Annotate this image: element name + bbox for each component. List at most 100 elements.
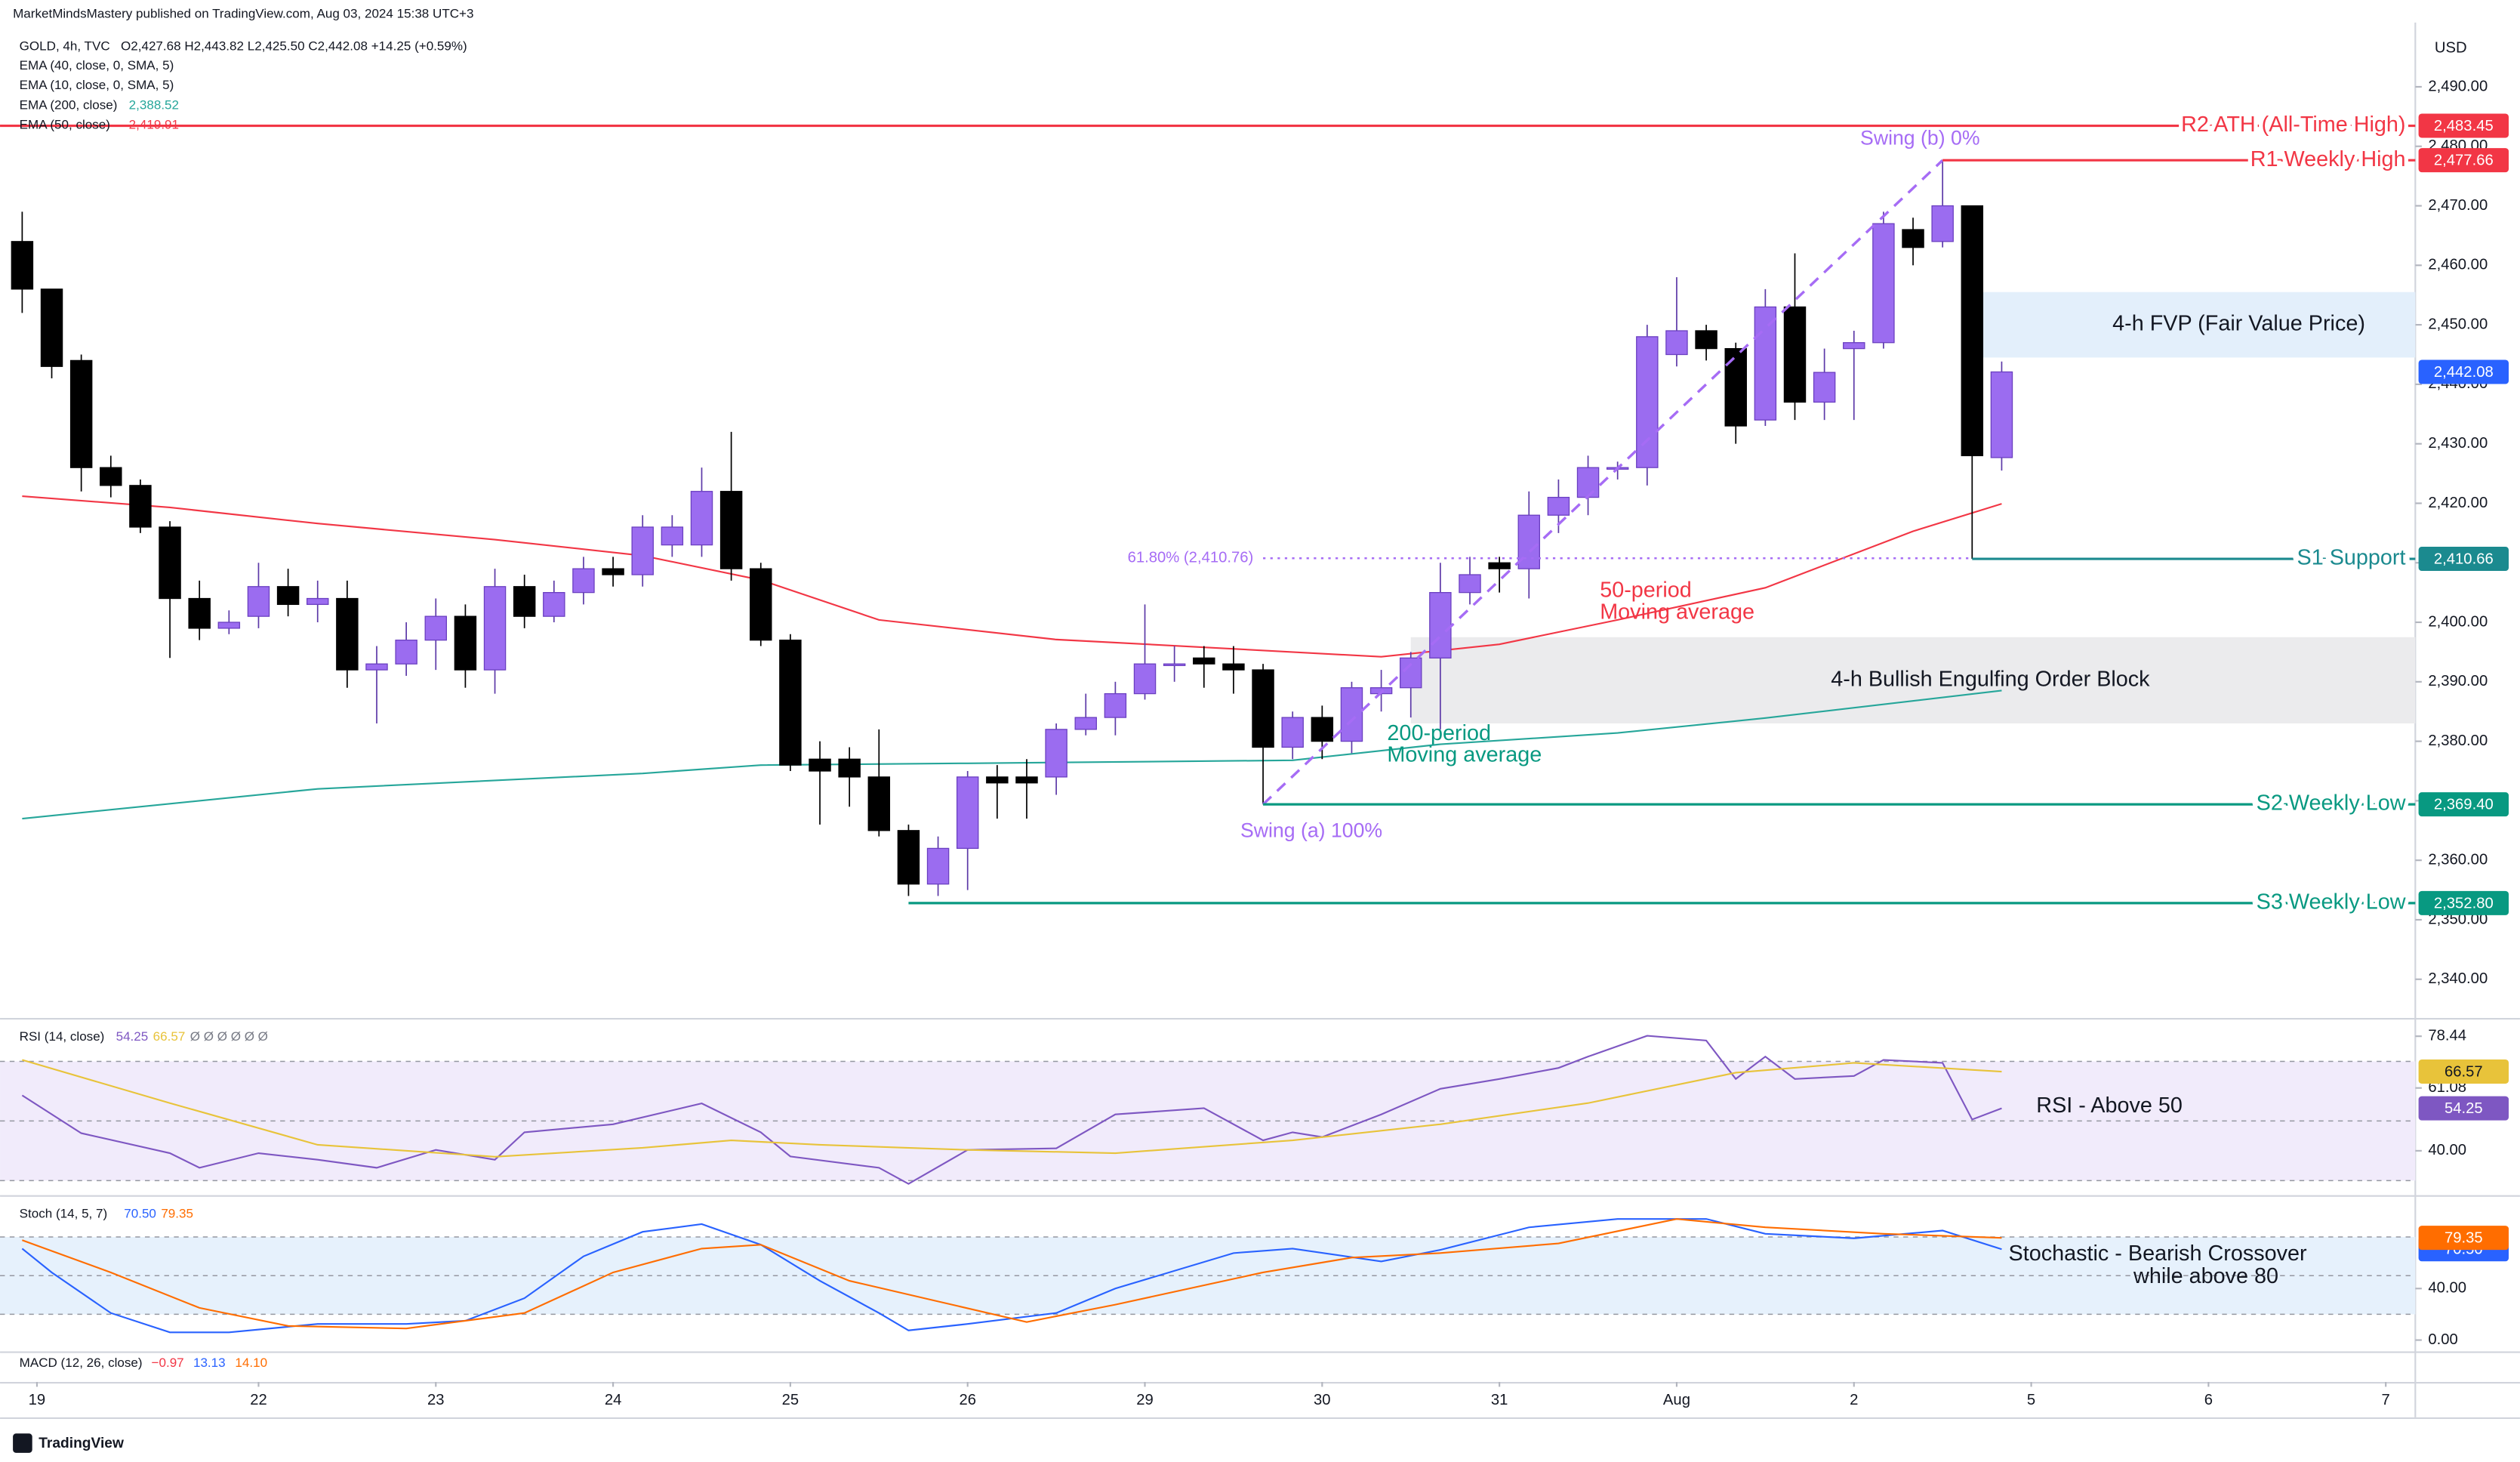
candle-body (424, 615, 448, 641)
legend-indicator: EMA (40, close, 0, SMA, 5) (20, 58, 174, 72)
zone-label: 4-h FVP (Fair Value Price) (2112, 312, 2365, 336)
candle-body (1340, 687, 1363, 742)
candle-body (1133, 663, 1157, 695)
pane-note: Stochastic - Bearish Crossover (2009, 1241, 2307, 1266)
fib-trend (1262, 159, 1944, 806)
x-tick-label: 25 (782, 1392, 799, 1408)
candle-body (217, 622, 241, 629)
candle-body (1695, 330, 1717, 350)
y-tick-label: 2,360.00 (2428, 852, 2488, 868)
price-tag (2418, 359, 2509, 384)
x-tick-label: 22 (250, 1392, 267, 1408)
indicator-line (22, 689, 2002, 820)
candle-body (1636, 336, 1659, 468)
candle-body (838, 758, 861, 778)
price-tag-label: 79.35 (2445, 1230, 2483, 1247)
candle-body (1015, 776, 1038, 784)
level-label: S3 Weekly Low (2257, 890, 2406, 915)
candle-body (247, 586, 270, 617)
x-tick-label: 5 (2027, 1392, 2035, 1408)
candle-body (1665, 330, 1688, 356)
candle-body (513, 586, 536, 617)
candle-body (1724, 347, 1747, 427)
candle-body (897, 830, 920, 885)
price-tag-label: 2,483.45 (2434, 118, 2494, 134)
pane-value: −0.97 (152, 1356, 184, 1370)
price-tag-label: 2,369.40 (2434, 797, 2494, 813)
candle-body (602, 568, 624, 575)
fib-label: Swing (a) 100% (1240, 819, 1382, 841)
y-tick-label: 0.00 (2428, 1331, 2457, 1348)
level-label: S1 Support (2297, 546, 2406, 570)
indicator-line (21, 1035, 2002, 1185)
candle-body (1783, 306, 1807, 403)
price-tag (2418, 113, 2509, 138)
candle-body (1074, 717, 1097, 730)
pane-title: Stoch (14, 5, 7) (20, 1207, 108, 1221)
price-tag (2418, 1226, 2509, 1251)
y-tick-label: 2,400.00 (2428, 613, 2488, 630)
indicator-line (22, 495, 2002, 658)
level-label: R2 ATH (All-Time High) (2181, 113, 2405, 137)
candle-body (11, 241, 34, 290)
price-tag-label: 2,352.80 (2434, 895, 2494, 911)
x-tick-label: 2 (1850, 1392, 1858, 1408)
candle-body (661, 526, 684, 546)
y-tick-label: 78.44 (2428, 1028, 2466, 1044)
price-tag (2418, 148, 2509, 173)
price-tag-label: 2,477.66 (2434, 153, 2494, 169)
price-tag-label: 54.25 (2445, 1100, 2483, 1117)
candle-body (483, 586, 507, 671)
candle-body (454, 615, 477, 671)
candle-body (1990, 371, 2013, 458)
candle-body (572, 568, 595, 594)
candle-body (1400, 657, 1422, 689)
candle-body (719, 491, 743, 569)
x-tick-label: 31 (1491, 1392, 1508, 1408)
candle-body (543, 592, 565, 617)
indicator-line (21, 1218, 2002, 1334)
legend-value: 2,419.91 (129, 118, 179, 132)
y-tick-label: 40.00 (2428, 1280, 2466, 1297)
candle-body (129, 485, 152, 528)
price-tag (2418, 890, 2509, 915)
annotation: 50-period (1600, 578, 1692, 603)
x-tick-label: Aug (1663, 1392, 1690, 1408)
x-tick-label: 29 (1136, 1392, 1154, 1408)
zone (1410, 637, 2416, 723)
price-unit: USD (2435, 39, 2467, 56)
candle-body (631, 526, 654, 575)
pane-note: RSI - Above 50 (2036, 1093, 2183, 1118)
y-tick-label: 2,490.00 (2428, 78, 2488, 94)
candle-body (365, 663, 388, 671)
candle-body (1045, 729, 1067, 778)
y-tick-label: 2,390.00 (2428, 673, 2488, 689)
annotation: Moving average (1600, 600, 1754, 624)
x-tick-label: 24 (605, 1392, 622, 1408)
indicator-line (22, 1218, 2002, 1330)
x-tick-label: 7 (2382, 1392, 2390, 1408)
candle-body (1931, 205, 1954, 242)
price-tag (2418, 547, 2509, 572)
legend-series: EMA (200, close) (20, 97, 118, 112)
y-tick-label: 2,430.00 (2428, 435, 2488, 452)
candle-body (395, 640, 417, 665)
candle-body (690, 491, 713, 546)
zone (1972, 291, 2416, 358)
price-tag-label: 2,410.66 (2434, 551, 2494, 567)
x-tick-label: 26 (959, 1392, 976, 1408)
candle-body (1429, 592, 1452, 659)
candle-body (1193, 657, 1215, 665)
legend-series: EMA (50, close) (20, 118, 110, 132)
zone-label: 4-h Bullish Engulfing Order Block (1831, 667, 2150, 691)
candle-body (159, 526, 181, 600)
candle-body (1459, 574, 1481, 594)
candle-body (1281, 717, 1304, 748)
candle-body (276, 586, 300, 606)
brand: TradingView (39, 1436, 124, 1451)
price-tag (2418, 792, 2509, 817)
annotation: Moving average (1387, 743, 1542, 767)
candle-body (69, 359, 93, 468)
annotation: 200-period (1387, 721, 1491, 745)
candle-body (1547, 496, 1570, 516)
